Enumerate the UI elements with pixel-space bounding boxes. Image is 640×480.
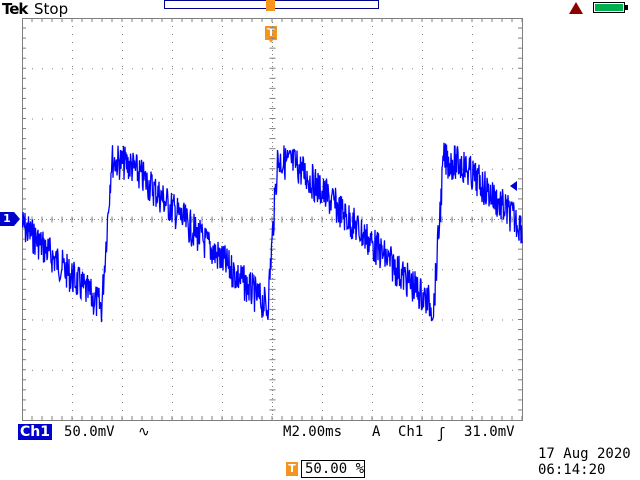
timebase-prefix: M (283, 424, 292, 440)
ch1-coupling-icon: ∿ (138, 424, 150, 440)
battery-full-icon (593, 2, 628, 13)
horizontal-timebase: M2.00ms (283, 424, 342, 440)
trigger-position-icon: T (286, 462, 298, 476)
ch1-label[interactable]: Ch1 (18, 424, 52, 440)
trigger-mode: A (372, 424, 381, 440)
brand-logo: Tek (2, 0, 28, 18)
date-readout: 17 Aug 2020 (538, 446, 631, 462)
ch1-ground-marker[interactable]: 1 (0, 212, 20, 226)
trigger-rising-slope-icon: ʃ (437, 426, 446, 442)
warning-triangle-icon (569, 2, 583, 14)
time-readout: 06:14:20 (538, 462, 606, 478)
trigger-position-readout: 50.00 % (301, 460, 365, 478)
trigger-source: Ch1 (398, 424, 424, 440)
ch1-vertical-scale: 50.0mV (64, 424, 115, 440)
trigger-level-marker[interactable] (510, 181, 517, 191)
waveform-display (22, 18, 523, 421)
record-position-indicator (266, 0, 275, 11)
trigger-position-marker: T (265, 26, 277, 43)
acquisition-state: Stop (34, 0, 69, 18)
trigger-level: 31.0mV (464, 424, 515, 440)
battery-level (595, 4, 623, 11)
graticule-grid (22, 18, 523, 421)
ch1-waveform-trace (22, 142, 523, 323)
timebase-value: 2.00ms (291, 424, 343, 440)
